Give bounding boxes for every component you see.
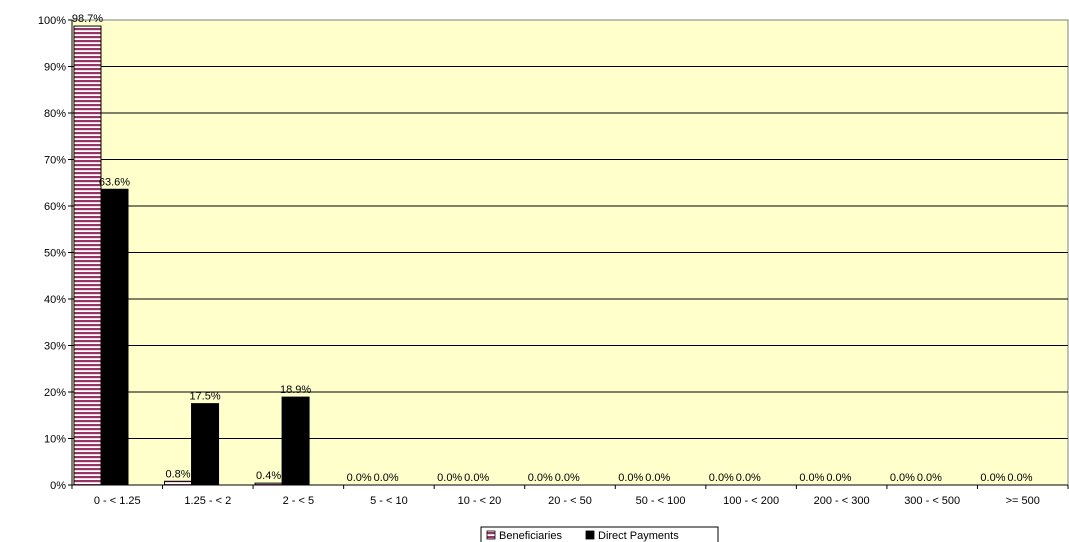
y-tick-label: 90%	[44, 62, 66, 74]
bar-beneficiaries	[164, 480, 193, 486]
data-label: 18.9%	[280, 384, 311, 396]
data-label: 0.8%	[166, 468, 191, 480]
data-label: 0.0%	[347, 472, 372, 484]
gridlines	[72, 66, 1068, 439]
data-labels: 98.7%0.8% 0.4% 0.0% 0.0% 0.0% 0.0% 0.0% 0.0% 0.0…	[72, 13, 1033, 484]
legend-label-beneficiaries: Beneficiaries	[499, 530, 562, 542]
data-label: 0.0%	[826, 472, 851, 484]
x-tick-label: 10 - < 20	[458, 495, 502, 507]
x-tick-label: 300 - < 500	[904, 495, 960, 507]
y-tick-label: 10%	[44, 434, 66, 446]
axes: 0% 10% 20% 30% 40% 50% 60% 70% 80% 90% 100% 0 - < 1…	[38, 15, 1069, 507]
data-label: 0.0%	[645, 472, 670, 484]
data-label: 0.0%	[618, 472, 643, 484]
y-tick-label: 70%	[44, 155, 66, 167]
bar-direct-payments	[100, 188, 129, 486]
data-label: 0.0%	[555, 472, 580, 484]
data-label: 0.0%	[799, 472, 824, 484]
data-label: 0.0%	[374, 472, 399, 484]
x-tick-label: 1.25 - < 2	[184, 495, 231, 507]
data-label: 0.0%	[917, 472, 942, 484]
bar-beneficiaries	[73, 25, 102, 486]
x-tick-label: 20 - < 50	[548, 495, 592, 507]
legend-box	[480, 526, 719, 542]
legend: Beneficiaries Direct Payments	[480, 526, 719, 542]
y-tick-label: 60%	[44, 201, 66, 213]
bar-direct-payments	[191, 403, 220, 486]
data-label: 0.0%	[709, 472, 734, 484]
data-label: 0.0%	[736, 472, 761, 484]
legend-swatch-beneficiaries	[486, 530, 496, 540]
data-label: 0.4%	[256, 470, 281, 482]
x-tick-label: 100 - < 200	[723, 495, 779, 507]
x-tick-label: 50 - < 100	[636, 495, 686, 507]
bar-direct-payments	[281, 396, 310, 486]
data-label: 0.0%	[464, 472, 489, 484]
x-tick-label: >= 500	[1006, 495, 1040, 507]
data-label: 0.0%	[890, 472, 915, 484]
data-label: 0.0%	[1007, 472, 1032, 484]
data-label: 0.0%	[437, 472, 462, 484]
data-label: 98.7%	[72, 13, 103, 25]
y-tick-label: 20%	[44, 387, 66, 399]
data-label: 17.5%	[189, 391, 220, 403]
x-tick-label: 5 - < 10	[370, 495, 408, 507]
y-tick-label: 0%	[50, 480, 66, 492]
y-tick-label: 30%	[44, 341, 66, 353]
y-tick-label: 50%	[44, 248, 66, 260]
legend-label-direct-payments: Direct Payments	[598, 530, 679, 542]
data-label: 63.6%	[99, 176, 130, 188]
x-tick-label: 200 - < 300	[814, 495, 870, 507]
x-tick-label: 0 - < 1.25	[94, 495, 141, 507]
bars	[73, 25, 310, 486]
data-label: 0.0%	[980, 472, 1005, 484]
data-label: 0.0%	[528, 472, 553, 484]
y-tick-label: 40%	[44, 294, 66, 306]
legend-swatch-direct-payments	[585, 530, 595, 540]
y-tick-label: 100%	[38, 15, 66, 27]
x-tick-label: 2 - < 5	[283, 495, 315, 507]
y-tick-label: 80%	[44, 108, 66, 120]
